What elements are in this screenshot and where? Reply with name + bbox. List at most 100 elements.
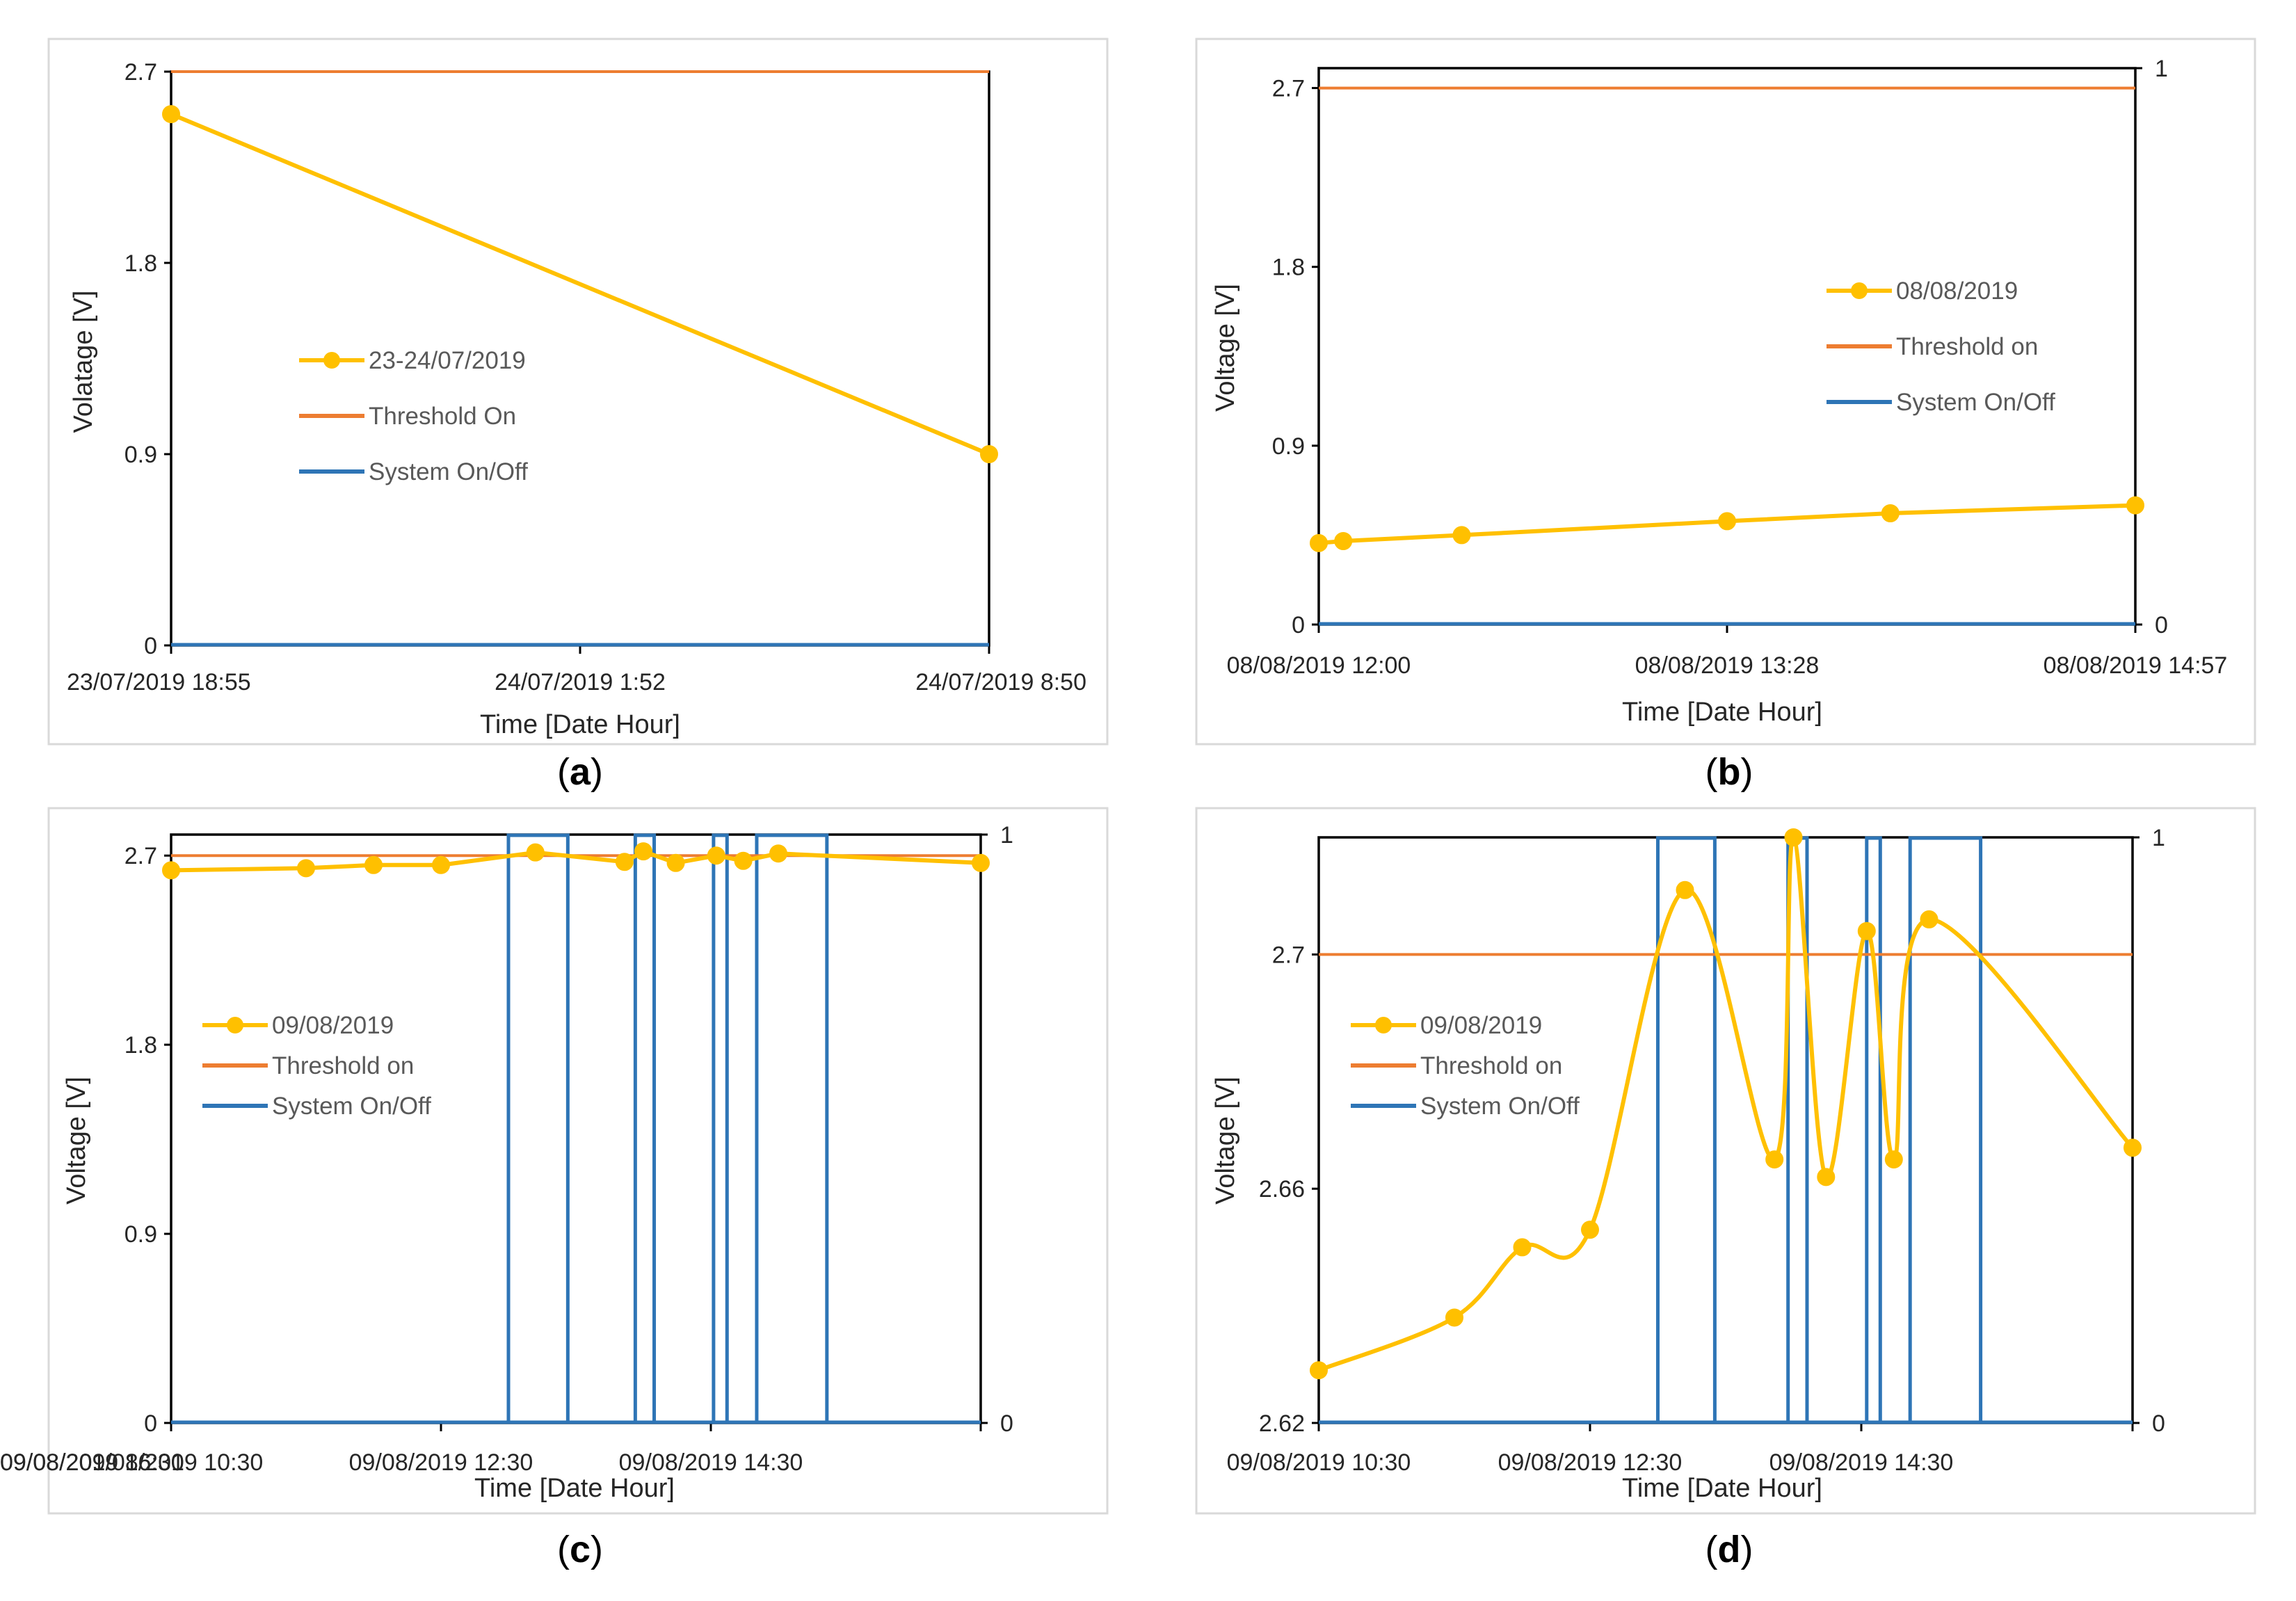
voltage-data-point bbox=[615, 853, 634, 871]
x-tick-label: 09/08/2019 10:30 bbox=[1227, 1449, 1411, 1476]
plot-area-b: 0 0.9 1.8 2.7 0 1 08/08/2019 12:00 08/08/2019 1… bbox=[1227, 56, 2228, 679]
y-tick-label: 1.8 bbox=[125, 250, 157, 277]
x-axis-title-a: Time [Date Hour] bbox=[480, 710, 680, 739]
voltage-data-point bbox=[666, 853, 685, 872]
legend-label: 23-24/07/2019 bbox=[369, 347, 526, 374]
voltage-data-point bbox=[1784, 828, 1803, 846]
voltage-data-point bbox=[1310, 1361, 1328, 1380]
legend-label: Threshold On bbox=[369, 403, 516, 430]
legend-label: Threshold on bbox=[1896, 333, 2038, 360]
voltage-data-point bbox=[1884, 1150, 1903, 1169]
y2-tick-label: 0 bbox=[2155, 612, 2168, 638]
y-tick-label: 2.66 bbox=[1259, 1176, 1305, 1202]
voltage-data-point bbox=[1445, 1308, 1463, 1327]
panel-frame-b bbox=[1195, 38, 2256, 746]
legend-d: 09/08/2019 Threshold on System On/Off bbox=[1351, 1012, 1580, 1120]
y2-tick-label: 0 bbox=[2152, 1410, 2165, 1437]
panel-label-b: (b) bbox=[1705, 751, 1753, 793]
voltage-data-point bbox=[1310, 533, 1328, 552]
panel-label-a-letter: a bbox=[570, 751, 591, 793]
x-tick-label: 09/08/2019 14:30 bbox=[1769, 1449, 1954, 1476]
legend-label: System On/Off bbox=[1420, 1093, 1580, 1120]
system-on-pulse bbox=[712, 833, 729, 1422]
voltage-data-point bbox=[769, 844, 787, 863]
legend-label: 09/08/2019 bbox=[1420, 1012, 1542, 1039]
legend-c: 09/08/2019 Threshold on System On/Off bbox=[202, 1012, 431, 1120]
system-on-pulse bbox=[1908, 836, 1983, 1422]
y-tick-label: 2.62 bbox=[1259, 1410, 1305, 1437]
x-axis-title-c: Time [Date Hour] bbox=[474, 1474, 675, 1503]
x-tick-label: 09/08/2019 12:30 bbox=[1498, 1449, 1683, 1476]
x-tick-label: 24/07/2019 1:52 bbox=[495, 669, 666, 695]
legend-label: System On/Off bbox=[1896, 389, 2055, 416]
panel-frame-d bbox=[1195, 807, 2256, 1515]
panel-label-c-letter: c bbox=[570, 1529, 591, 1570]
voltage-data-point bbox=[707, 846, 725, 865]
voltage-data-point bbox=[1718, 512, 1736, 531]
y-tick-label: 0 bbox=[144, 633, 157, 659]
y-tick-label: 2.7 bbox=[125, 59, 157, 86]
system-on-pulse bbox=[1865, 836, 1882, 1422]
y-axis-title-c: Voltage [V] bbox=[62, 1077, 91, 1205]
x-axis-title-b: Time [Date Hour] bbox=[1622, 698, 1822, 727]
system-on-pulse bbox=[506, 833, 570, 1422]
legend-marker bbox=[227, 1017, 243, 1033]
y-tick-label: 0.9 bbox=[1272, 433, 1305, 460]
x-tick-label: 08/08/2019 12:00 bbox=[1227, 652, 1411, 679]
y-tick-label: 2.7 bbox=[1272, 76, 1305, 102]
y-axis-title-b: Voltage [V] bbox=[1211, 284, 1240, 412]
y-tick-label: 2.7 bbox=[1272, 942, 1305, 968]
voltage-data-point bbox=[1765, 1150, 1784, 1169]
x-tick-label: 09/08/2019 16:30 bbox=[0, 1449, 184, 1476]
voltage-data-point bbox=[162, 105, 180, 124]
x-tick-label: 23/07/2019 18:55 bbox=[67, 669, 251, 695]
legend-label: Threshold on bbox=[1420, 1052, 1562, 1079]
voltage-data-point bbox=[162, 861, 180, 880]
legend-label: 08/08/2019 bbox=[1896, 277, 2018, 305]
voltage-data-point bbox=[1857, 922, 1876, 940]
y-axis-title-a: Volatage [V] bbox=[69, 291, 98, 433]
voltage-data-point bbox=[2124, 1139, 2142, 1157]
voltage-series-line bbox=[170, 112, 990, 456]
y2-tick-label: 1 bbox=[2155, 56, 2168, 82]
voltage-data-point bbox=[1920, 910, 1938, 928]
system-on-pulse bbox=[755, 833, 829, 1422]
x-tick-label: 08/08/2019 14:57 bbox=[2044, 652, 2228, 679]
y-tick-label: 0 bbox=[1292, 612, 1305, 638]
panel-label-d-letter: d bbox=[1718, 1529, 1741, 1570]
legend-label: System On/Off bbox=[369, 458, 528, 485]
chart-panel-a: 0 0.9 1.8 2.7 23/07/2019 18:55 24/07/2019 1:5… bbox=[47, 38, 1109, 746]
voltage-data-point bbox=[972, 853, 990, 872]
voltage-data-point bbox=[634, 842, 652, 861]
legend-b: 08/08/2019 Threshold on System On/Off bbox=[1827, 277, 2055, 416]
system-on-pulse bbox=[633, 833, 657, 1422]
panel-frame-a bbox=[47, 38, 1109, 746]
voltage-data-point bbox=[364, 855, 383, 874]
voltage-data-point bbox=[980, 445, 998, 463]
x-axis-title-d: Time [Date Hour] bbox=[1622, 1474, 1822, 1503]
voltage-data-point bbox=[1676, 880, 1694, 899]
y-tick-label: 0.9 bbox=[125, 442, 157, 468]
panel-label-d: (d) bbox=[1705, 1529, 1753, 1570]
voltage-data-point bbox=[1817, 1168, 1836, 1186]
voltage-data-point bbox=[297, 859, 315, 878]
voltage-series-line bbox=[1317, 835, 2135, 1372]
y-tick-label: 0 bbox=[144, 1410, 157, 1437]
y-tick-label: 1.8 bbox=[125, 1032, 157, 1059]
y-axis-title-d: Voltage [V] bbox=[1211, 1077, 1240, 1205]
x-tick-label: 08/08/2019 13:28 bbox=[1635, 652, 1820, 679]
y2-tick-label: 0 bbox=[1000, 1410, 1013, 1437]
voltage-data-point bbox=[1581, 1221, 1599, 1239]
x-tick-label: 09/08/2019 12:30 bbox=[349, 1449, 533, 1476]
chart-panel-b: 0 0.9 1.8 2.7 0 1 08/08/2019 12:00 08/08/2019 1… bbox=[1195, 38, 2256, 746]
legend-label: 09/08/2019 bbox=[272, 1012, 394, 1039]
voltage-data-point bbox=[432, 855, 450, 874]
panel-frame-c bbox=[47, 807, 1109, 1515]
voltage-data-point bbox=[1513, 1238, 1532, 1257]
voltage-data-point bbox=[1334, 532, 1353, 550]
